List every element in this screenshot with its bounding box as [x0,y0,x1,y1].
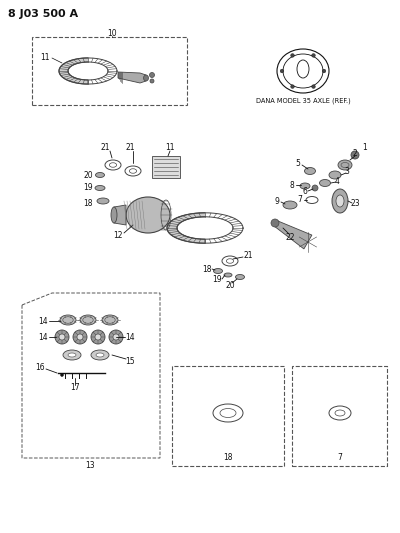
Ellipse shape [214,269,222,273]
Text: 14: 14 [125,333,135,342]
Circle shape [291,54,294,57]
Ellipse shape [283,201,297,209]
Polygon shape [114,205,126,225]
Text: 14: 14 [38,317,48,326]
Text: 19: 19 [212,276,222,285]
Text: 13: 13 [85,462,95,471]
Bar [32,37,187,105]
Text: 9: 9 [274,197,280,206]
Circle shape [280,69,284,73]
Circle shape [312,54,315,57]
Text: 22: 22 [285,232,295,241]
Text: 7: 7 [338,454,342,463]
Polygon shape [167,213,205,243]
Ellipse shape [320,180,330,187]
Bar [172,366,284,466]
Text: 20: 20 [83,171,93,180]
Ellipse shape [97,198,109,204]
Text: 6: 6 [302,187,308,196]
Text: 21: 21 [243,251,253,260]
Ellipse shape [96,353,104,357]
Circle shape [351,151,359,159]
Ellipse shape [332,189,348,213]
Ellipse shape [102,315,118,325]
Polygon shape [274,221,312,249]
Circle shape [59,334,65,340]
Circle shape [55,330,69,344]
Circle shape [109,330,123,344]
Text: 23: 23 [350,198,360,207]
Ellipse shape [300,183,310,189]
Text: 21: 21 [125,143,135,152]
Ellipse shape [91,350,109,360]
Text: 10: 10 [107,28,117,37]
Text: 12: 12 [113,230,123,239]
Ellipse shape [304,167,316,174]
Circle shape [312,185,318,191]
Ellipse shape [60,315,76,325]
Ellipse shape [126,197,170,233]
Circle shape [91,330,105,344]
Text: 18: 18 [223,454,233,463]
Circle shape [150,79,154,83]
Text: 14: 14 [38,333,48,342]
Text: 16: 16 [35,364,45,373]
Text: DANA MODEL 35 AXLE (REF.): DANA MODEL 35 AXLE (REF.) [256,98,350,104]
Ellipse shape [96,173,104,177]
Circle shape [150,72,154,77]
Text: 2: 2 [353,149,357,157]
Text: 7: 7 [298,196,302,205]
Text: 17: 17 [70,384,80,392]
Text: 5: 5 [296,158,300,167]
Ellipse shape [80,315,96,325]
Text: 8 J03 500 A: 8 J03 500 A [8,9,78,19]
Ellipse shape [111,207,117,223]
Text: 3: 3 [344,166,350,175]
Text: 20: 20 [225,280,235,289]
Ellipse shape [236,274,244,279]
Circle shape [77,334,83,340]
Circle shape [312,85,315,88]
Text: 18: 18 [202,264,212,273]
Ellipse shape [95,185,105,190]
Circle shape [95,334,101,340]
Bar [292,366,387,466]
Polygon shape [118,72,146,83]
Circle shape [73,330,87,344]
Text: 18: 18 [83,198,93,207]
Text: 8: 8 [290,181,294,190]
Circle shape [322,69,326,73]
Bar [152,156,180,178]
Circle shape [291,85,294,88]
Ellipse shape [224,273,232,277]
Ellipse shape [144,75,148,81]
Polygon shape [59,58,88,84]
Ellipse shape [68,353,76,357]
Circle shape [113,334,119,340]
Text: 4: 4 [334,176,340,185]
Text: 15: 15 [125,357,135,366]
Text: 19: 19 [83,183,93,192]
Ellipse shape [338,160,352,170]
Text: 11: 11 [40,53,50,62]
Ellipse shape [336,195,344,207]
Text: 1: 1 [363,143,367,152]
Circle shape [271,219,279,227]
Text: 21: 21 [100,143,110,152]
Circle shape [60,374,64,376]
Text: 11: 11 [165,143,175,152]
Ellipse shape [63,350,81,360]
Ellipse shape [329,171,341,179]
